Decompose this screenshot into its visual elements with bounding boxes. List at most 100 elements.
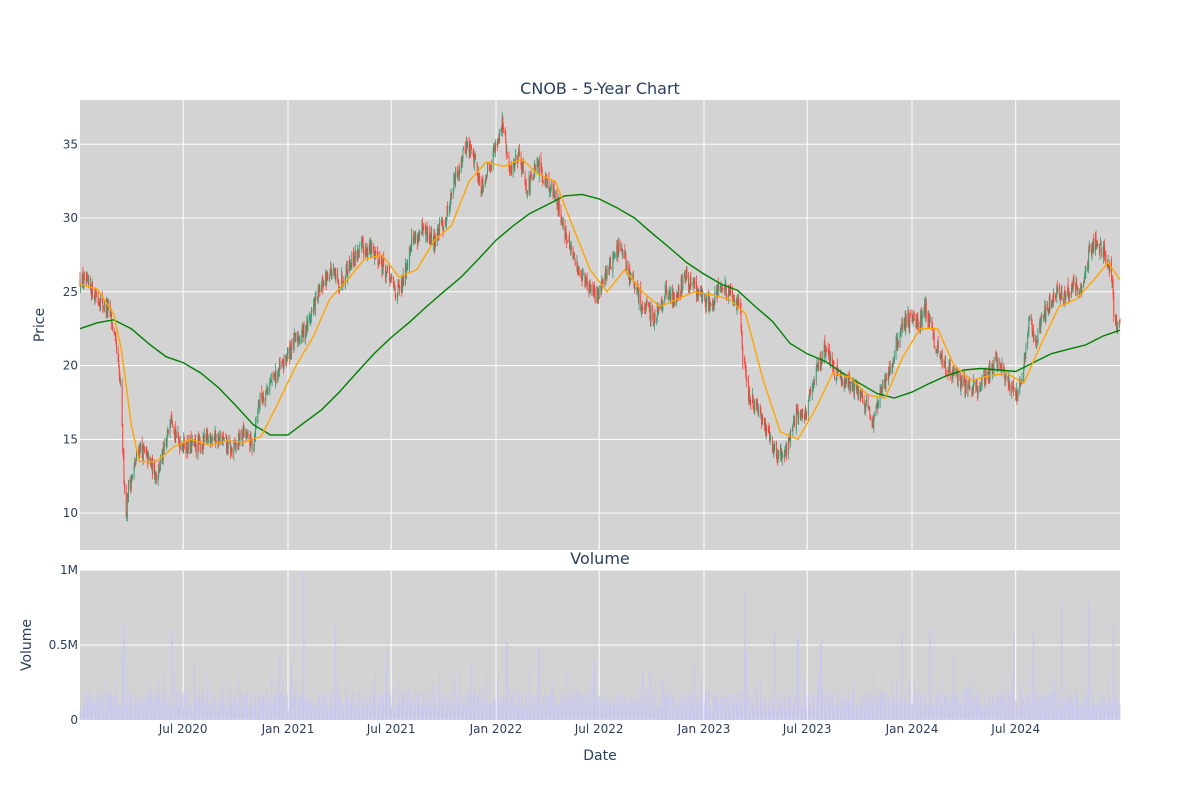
volume-bar bbox=[385, 693, 386, 720]
candle-body bbox=[210, 433, 211, 444]
candle-body bbox=[808, 394, 810, 399]
volume-bar bbox=[1115, 710, 1117, 720]
volume-bar bbox=[95, 699, 97, 720]
volume-bar bbox=[282, 680, 284, 720]
volume-bar bbox=[577, 691, 579, 720]
candle-body bbox=[640, 307, 642, 313]
candle-body bbox=[852, 382, 854, 390]
volume-bar bbox=[1067, 703, 1069, 720]
volume-bar bbox=[983, 691, 985, 720]
candle-body bbox=[530, 172, 532, 176]
candle-body bbox=[610, 258, 611, 266]
candle-body bbox=[899, 333, 901, 347]
candle-body bbox=[585, 277, 587, 282]
volume-bar bbox=[98, 695, 100, 720]
candle-body bbox=[282, 365, 284, 367]
candle-body bbox=[1083, 282, 1084, 287]
candle-body bbox=[553, 184, 555, 197]
candle-body bbox=[969, 382, 971, 389]
volume-bar bbox=[90, 698, 92, 720]
volume-bar bbox=[215, 698, 217, 720]
candle-body bbox=[760, 410, 762, 418]
volume-bar bbox=[872, 704, 874, 720]
candle-body bbox=[716, 291, 718, 298]
candle-body bbox=[311, 310, 313, 312]
volume-bar bbox=[590, 706, 592, 720]
volume-bar bbox=[765, 707, 766, 720]
volume-bar bbox=[871, 700, 873, 720]
volume-bar bbox=[895, 703, 897, 720]
volume-bar bbox=[1004, 701, 1006, 720]
candle-body bbox=[526, 191, 528, 195]
volume-bar bbox=[1111, 701, 1113, 720]
candle-body bbox=[775, 442, 777, 455]
candle-body bbox=[971, 387, 973, 393]
volume-bar bbox=[701, 699, 703, 720]
volume-bar bbox=[489, 685, 491, 720]
candle-body bbox=[741, 325, 743, 334]
volume-bar bbox=[697, 696, 699, 720]
candle-body bbox=[190, 436, 192, 452]
candle-body bbox=[546, 180, 548, 187]
candle-body bbox=[634, 284, 635, 287]
candle-body bbox=[770, 437, 772, 440]
candle-body bbox=[759, 409, 761, 413]
x-tick-label: Jul 2024 bbox=[990, 722, 1040, 736]
candle-body bbox=[665, 285, 667, 293]
candle-body bbox=[701, 294, 703, 299]
candle-body bbox=[944, 360, 946, 364]
volume-bar bbox=[263, 696, 264, 720]
volume-bar bbox=[924, 709, 925, 720]
volume-bar bbox=[229, 681, 231, 720]
volume-bar bbox=[1108, 678, 1110, 720]
volume-bar bbox=[1103, 693, 1104, 720]
candle-body bbox=[693, 279, 695, 281]
candle-body bbox=[999, 363, 1001, 367]
volume-bar bbox=[868, 700, 870, 720]
candle-body bbox=[577, 268, 579, 270]
volume-bar bbox=[632, 706, 634, 720]
volume-bar bbox=[775, 709, 777, 720]
volume-bar bbox=[848, 699, 850, 720]
volume-bar bbox=[223, 707, 225, 720]
volume-bar bbox=[474, 690, 476, 720]
candle-body bbox=[1103, 245, 1105, 249]
volume-bar bbox=[842, 695, 843, 720]
candle-body bbox=[465, 151, 467, 152]
volume-bar bbox=[794, 705, 796, 720]
candle-body bbox=[505, 134, 507, 144]
candle-body bbox=[330, 267, 332, 272]
volume-bar bbox=[89, 700, 91, 720]
candle-body bbox=[525, 185, 527, 187]
volume-bar bbox=[366, 705, 368, 720]
volume-bar bbox=[1059, 705, 1061, 720]
volume-bar bbox=[378, 698, 380, 720]
volume-bar bbox=[967, 687, 969, 720]
candle-body bbox=[1020, 382, 1022, 384]
candle-body bbox=[1064, 290, 1066, 292]
volume-bar bbox=[414, 704, 415, 720]
volume-bar bbox=[708, 693, 709, 720]
volume-bar bbox=[526, 706, 528, 720]
candle-body bbox=[158, 465, 160, 476]
candle-body bbox=[705, 301, 707, 309]
volume-bar bbox=[1039, 691, 1041, 720]
volume-bar bbox=[682, 695, 684, 720]
volume-bar bbox=[644, 709, 646, 720]
volume-bar bbox=[85, 691, 87, 720]
volume-bar bbox=[524, 701, 526, 720]
volume-bar bbox=[948, 692, 949, 720]
candle-body bbox=[1075, 281, 1077, 293]
volume-bar bbox=[513, 690, 515, 720]
candle-body bbox=[697, 290, 699, 300]
candle-body bbox=[580, 270, 582, 277]
candle-body bbox=[1012, 387, 1014, 389]
candle-body bbox=[1118, 320, 1120, 322]
volume-bar bbox=[239, 691, 241, 720]
candle-body bbox=[96, 295, 97, 297]
volume-bar bbox=[81, 708, 83, 720]
candle-body bbox=[612, 253, 614, 258]
candle-body bbox=[367, 247, 369, 256]
volume-bar bbox=[510, 699, 512, 720]
volume-bar bbox=[350, 702, 352, 720]
